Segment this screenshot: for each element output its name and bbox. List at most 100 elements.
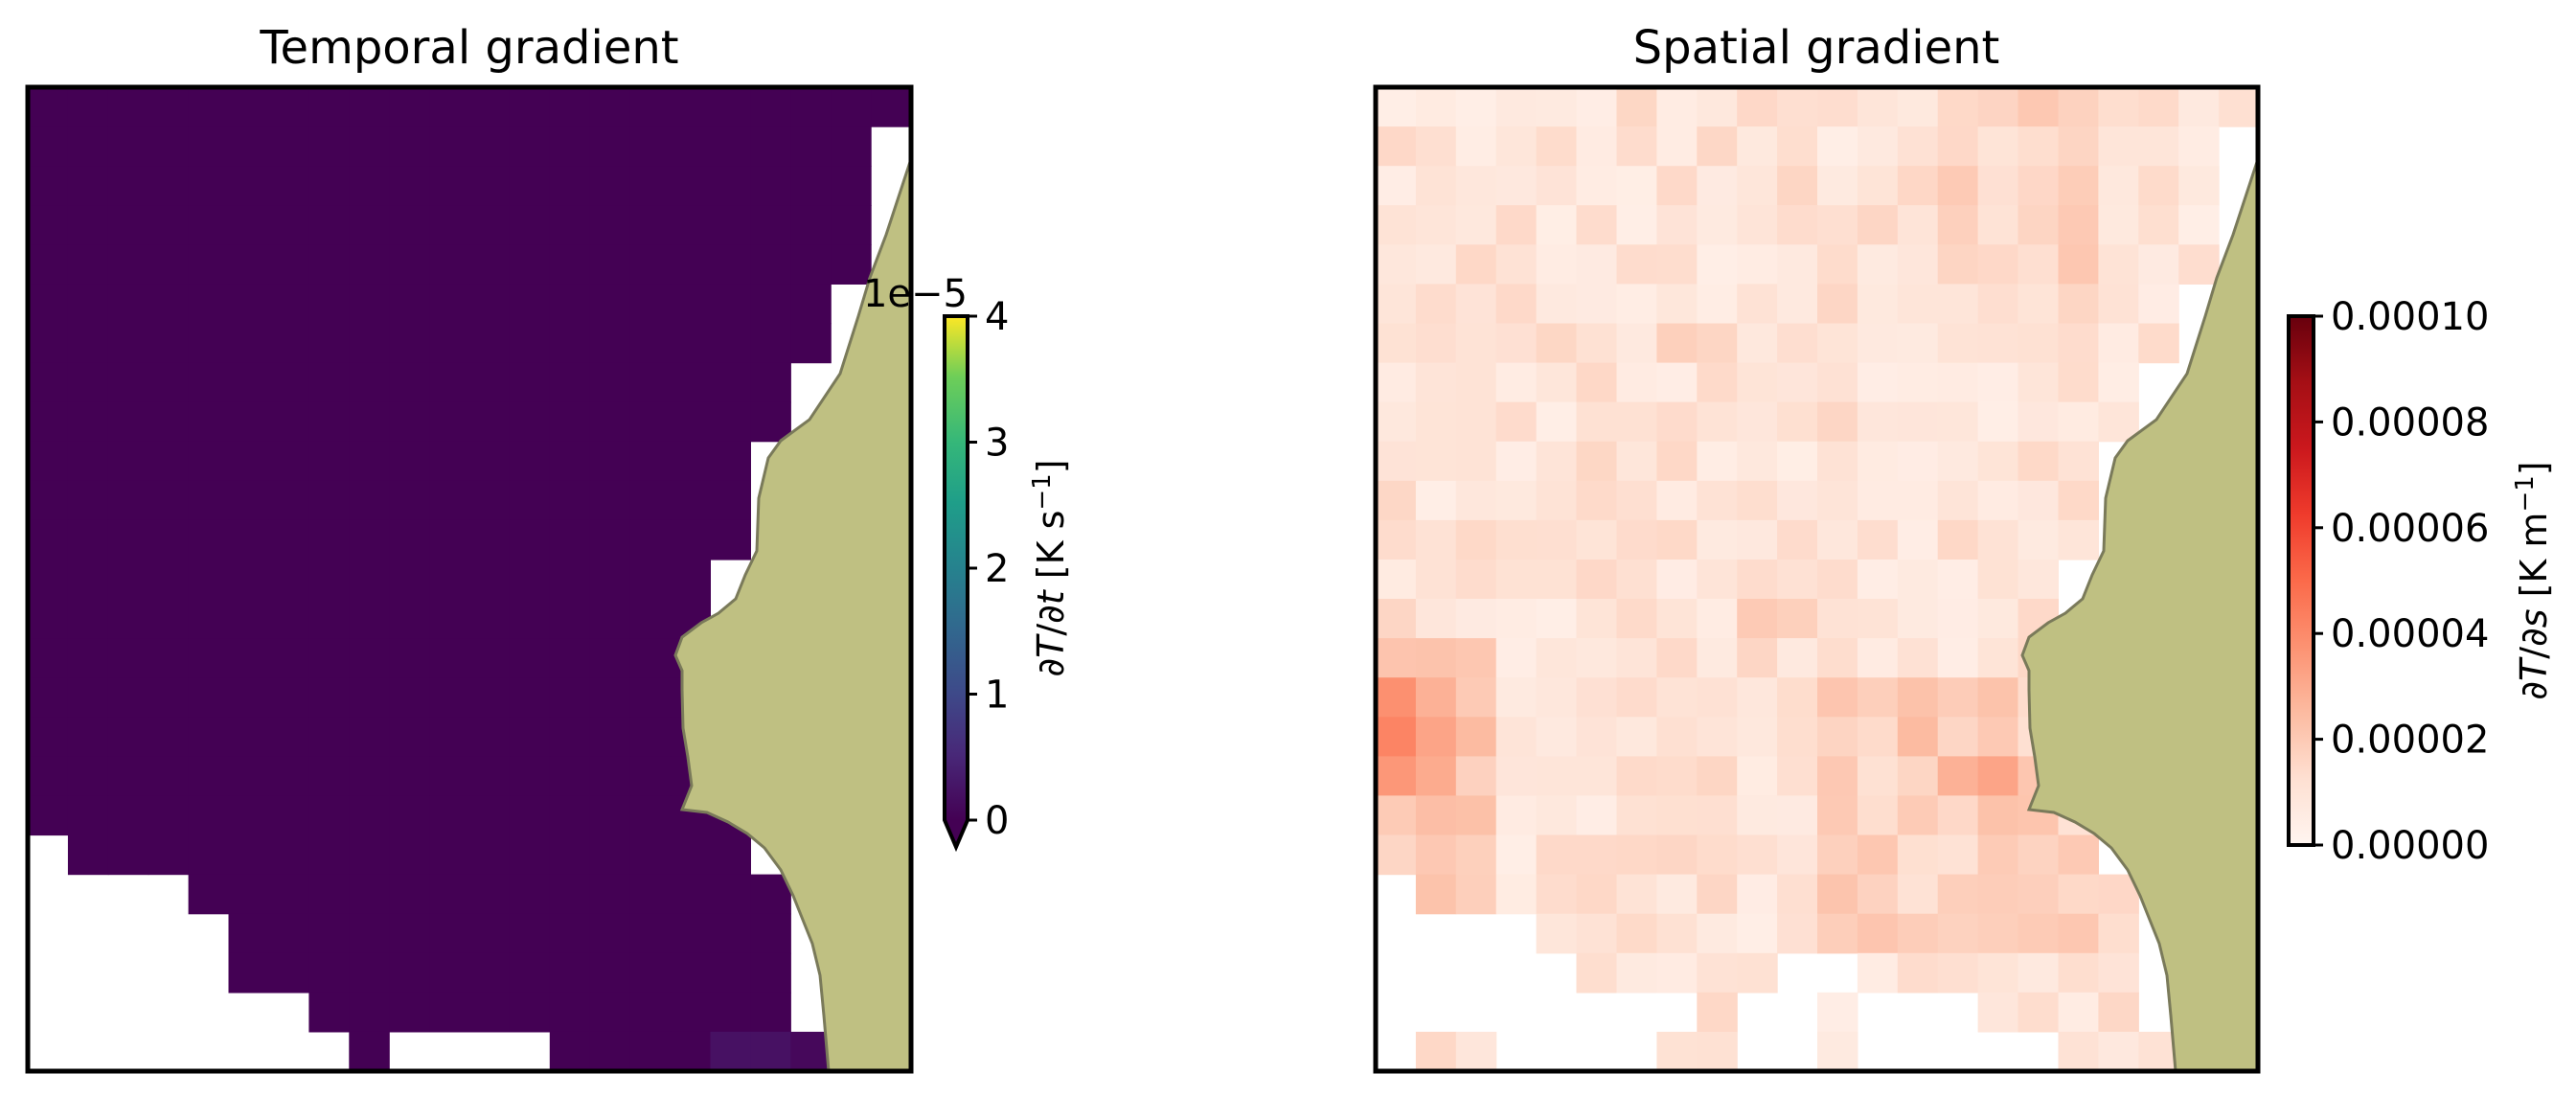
heatmap-cell	[429, 441, 470, 482]
heatmap-cell	[308, 205, 350, 245]
heatmap-cell	[1777, 756, 1818, 797]
heatmap-cell	[1937, 166, 1979, 206]
heatmap-cell	[2017, 362, 2059, 403]
heatmap-cell	[1857, 166, 1899, 206]
heatmap-cell	[1576, 480, 1617, 521]
heatmap-cell	[589, 441, 631, 482]
heatmap-cell	[1415, 323, 1457, 364]
heatmap-cell	[107, 126, 149, 167]
heatmap-cell	[1656, 560, 1698, 600]
heatmap-cell	[1937, 638, 1979, 678]
heatmap-cell	[107, 480, 149, 521]
heatmap-cell	[429, 560, 470, 600]
heatmap-cell	[1737, 952, 1778, 994]
heatmap-cell	[2017, 205, 2059, 245]
heatmap-cell	[1376, 560, 1417, 600]
heatmap-cell	[1897, 952, 1939, 994]
heatmap-cell	[2138, 284, 2179, 325]
heatmap-cell	[349, 992, 390, 1033]
heatmap-cell	[188, 599, 230, 639]
heatmap-cell	[1576, 952, 1617, 994]
heatmap-cell	[2017, 87, 2059, 127]
heatmap-cell	[1737, 126, 1778, 167]
heatmap-cell	[1455, 638, 1497, 678]
heatmap-cell	[349, 362, 390, 403]
heatmap-cell	[308, 795, 350, 836]
heatmap-cell	[308, 992, 350, 1033]
heatmap-cell	[1656, 795, 1698, 836]
heatmap-cell	[429, 284, 470, 325]
heatmap-cell	[1977, 441, 2019, 482]
heatmap-cell	[509, 244, 551, 285]
heatmap-cell	[1977, 717, 2019, 757]
heatmap-cell	[389, 205, 430, 245]
heatmap-cell	[28, 441, 69, 482]
heatmap-cell	[148, 441, 190, 482]
heatmap-cell	[710, 87, 751, 127]
heatmap-cell	[429, 677, 470, 718]
heatmap-cell	[469, 874, 511, 915]
heatmap-cell	[429, 126, 470, 167]
heatmap-cell	[1616, 284, 1657, 325]
heatmap-cell	[148, 401, 190, 443]
heatmap-cell	[1937, 874, 1979, 915]
heatmap-cell	[1576, 913, 1617, 954]
heatmap-cell	[1937, 323, 1979, 364]
heatmap-cell	[148, 519, 190, 560]
heatmap-cell	[1536, 205, 1578, 245]
heatmap-cell	[67, 795, 109, 836]
heatmap-cell	[2058, 874, 2099, 915]
heatmap-cell	[2098, 401, 2139, 443]
heatmap-cell	[1897, 795, 1939, 836]
heatmap-cell	[1817, 992, 1858, 1033]
heatmap-cell	[349, 952, 390, 994]
heatmap-cell	[469, 244, 511, 285]
heatmap-cell	[268, 87, 309, 127]
spatial-colorbar-tick-label: 0.00002	[2331, 719, 2489, 763]
heatmap-cell	[589, 362, 631, 403]
heatmap-cell	[268, 952, 309, 994]
heatmap-cell	[1937, 795, 1979, 836]
temporal-colorbar-label: ∂T/∂t [K s−1]	[1028, 459, 1072, 676]
heatmap-cell	[469, 362, 511, 403]
heatmap-cell	[389, 913, 430, 954]
heatmap-cell	[1977, 284, 2019, 325]
heatmap-cell	[1415, 284, 1457, 325]
heatmap-cell	[67, 677, 109, 718]
temporal-colorbar: 0 1 2 3 4 1e−5 ∂T/∂t [K s−1]	[863, 272, 1072, 853]
heatmap-cell	[1817, 323, 1858, 364]
heatmap-cell	[1977, 519, 2019, 560]
heatmap-cell	[1697, 913, 1738, 954]
heatmap-cell	[268, 560, 309, 600]
heatmap-cell	[429, 519, 470, 560]
heatmap-cell	[1697, 87, 1738, 127]
heatmap-cell	[710, 519, 751, 560]
heatmap-cell	[228, 874, 269, 915]
heatmap-cell	[509, 599, 551, 639]
heatmap-cell	[629, 480, 672, 521]
heatmap-cell	[509, 284, 551, 325]
heatmap-cell	[1737, 638, 1778, 678]
heatmap-cell	[429, 717, 470, 757]
heatmap-cell	[28, 362, 69, 403]
reds-colorbar	[2289, 316, 2314, 845]
heatmap-cell	[308, 441, 350, 482]
heatmap-cell	[1697, 126, 1738, 167]
heatmap-cell	[1817, 717, 1858, 757]
spatial-colorbar: 0.00000 0.00002 0.00004 0.00006 0.00008 0.000…	[2287, 295, 2555, 868]
heatmap-cell	[670, 244, 711, 285]
heatmap-cell	[1495, 519, 1538, 560]
heatmap-cell	[228, 756, 269, 797]
heatmap-cell	[589, 834, 631, 876]
heatmap-cell	[629, 717, 672, 757]
heatmap-cell	[429, 913, 470, 954]
heatmap-cell	[1455, 401, 1497, 443]
heatmap-cell	[1857, 323, 1899, 364]
heatmap-cell	[1697, 362, 1738, 403]
heatmap-cell	[1495, 362, 1538, 403]
heatmap-cell	[1817, 126, 1858, 167]
heatmap-cell	[1495, 599, 1538, 639]
heatmap-cell	[1977, 638, 2019, 678]
heatmap-cell	[1777, 323, 1818, 364]
heatmap-cell	[790, 323, 832, 364]
